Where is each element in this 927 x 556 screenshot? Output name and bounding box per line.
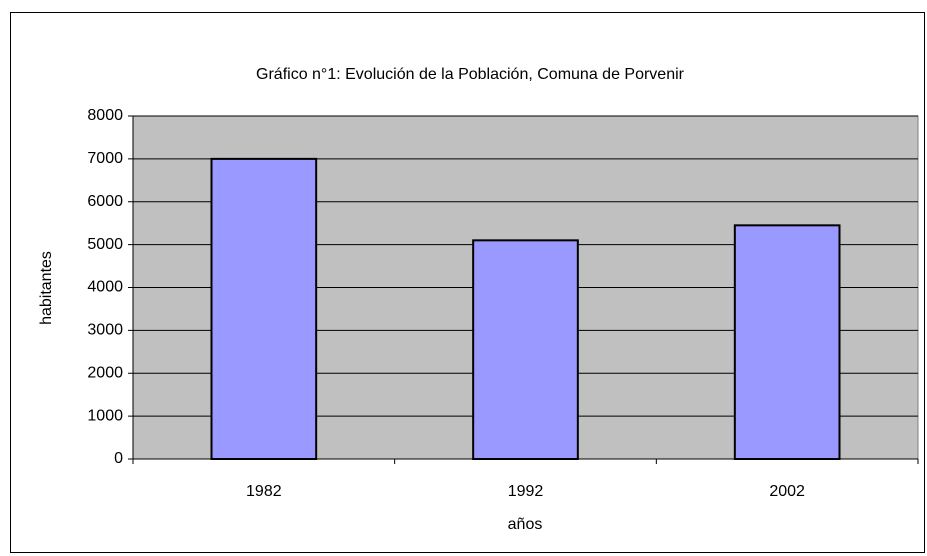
bar: [733, 224, 841, 460]
y-tick-label: 5000: [87, 236, 123, 253]
y-tick-label: 2000: [87, 364, 123, 381]
chart-title: Gráfico n°1: Evolución de la Población, …: [256, 66, 685, 83]
x-tick-label: 1982: [246, 483, 282, 500]
y-tick-label: 4000: [87, 279, 123, 296]
x-axis-label: años: [508, 516, 543, 533]
x-tick-label: 1992: [508, 483, 544, 500]
bar: [472, 239, 579, 460]
x-tick-label: 2002: [769, 483, 805, 500]
y-tick-label: 1000: [87, 407, 123, 424]
y-tick-label: 3000: [87, 322, 123, 339]
y-tick-label: 8000: [87, 107, 123, 124]
y-tick-label: 7000: [87, 150, 123, 167]
y-axis-label: habitantes: [38, 251, 55, 325]
bar: [210, 157, 318, 460]
y-tick-label: 0: [114, 450, 123, 467]
y-tick-label: 6000: [87, 193, 123, 210]
